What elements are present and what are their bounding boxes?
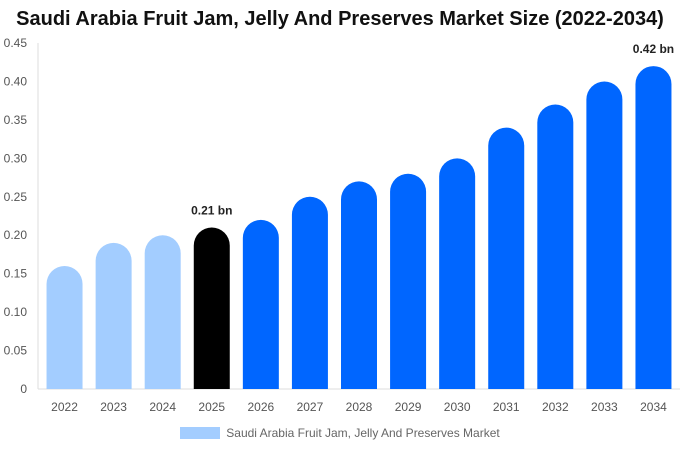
- bar-2031: [488, 127, 525, 390]
- legend-label: Saudi Arabia Fruit Jam, Jelly And Preser…: [226, 426, 500, 440]
- bar-2034: [635, 66, 672, 389]
- bar-2033: [586, 81, 623, 389]
- bar-2027: [291, 196, 328, 389]
- data-label-2025: 0.21 bn: [191, 204, 232, 218]
- bar-2022: [46, 265, 83, 389]
- x-tick-label: 2029: [395, 400, 422, 414]
- y-tick-label: 0.15: [4, 267, 28, 281]
- bar-2030: [439, 158, 476, 389]
- y-tick-label: 0.20: [4, 228, 28, 242]
- legend[interactable]: Saudi Arabia Fruit Jam, Jelly And Preser…: [0, 426, 680, 440]
- x-tick-label: 2027: [297, 400, 324, 414]
- y-tick-label: 0.10: [4, 305, 28, 319]
- bar-2026: [242, 219, 279, 389]
- y-tick-label: 0.30: [4, 151, 28, 165]
- y-tick-label: 0.45: [4, 36, 28, 50]
- chart-title: Saudi Arabia Fruit Jam, Jelly And Preser…: [16, 8, 664, 30]
- bar-2029: [390, 173, 427, 389]
- y-tick-label: 0.05: [4, 344, 28, 358]
- y-tick-label: 0: [20, 382, 27, 396]
- bar-2025: [193, 227, 230, 389]
- x-tick-label: 2022: [51, 400, 78, 414]
- y-tick-label: 0.35: [4, 113, 28, 127]
- bar-2032: [537, 104, 574, 389]
- x-tick-label: 2028: [346, 400, 373, 414]
- y-tick-label: 0.40: [4, 74, 28, 88]
- bar-2024: [144, 235, 181, 389]
- x-tick-label: 2032: [542, 400, 569, 414]
- x-tick-label: 2023: [100, 400, 127, 414]
- x-tick-label: 2034: [640, 400, 667, 414]
- bar-2023: [95, 242, 132, 389]
- legend-swatch: [180, 427, 221, 439]
- y-tick-label: 0.25: [4, 190, 28, 204]
- x-tick-label: 2026: [247, 400, 274, 414]
- x-tick-label: 2024: [149, 400, 176, 414]
- bar-2028: [341, 181, 377, 389]
- x-tick-label: 2031: [493, 400, 520, 414]
- x-tick-label: 2030: [444, 400, 471, 414]
- x-tick-label: 2025: [198, 400, 225, 414]
- data-label-2034: 0.42 bn: [633, 42, 674, 56]
- x-tick-label: 2033: [591, 400, 618, 414]
